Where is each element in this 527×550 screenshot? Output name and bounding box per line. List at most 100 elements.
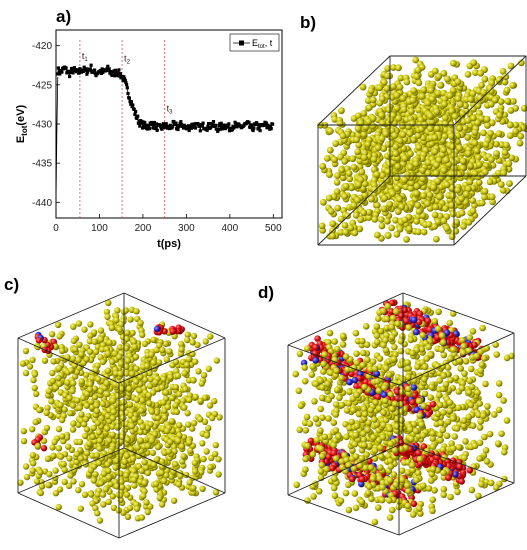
atom xyxy=(365,419,372,427)
data-point xyxy=(139,121,143,125)
atom xyxy=(356,225,364,233)
atom xyxy=(378,180,386,188)
atom xyxy=(97,480,105,487)
atom xyxy=(462,102,469,110)
data-point xyxy=(118,72,122,76)
atom xyxy=(137,428,144,436)
atom xyxy=(476,455,483,462)
atom xyxy=(313,436,321,444)
data-point xyxy=(198,129,202,133)
atom xyxy=(374,231,381,239)
atom xyxy=(30,376,37,384)
atom xyxy=(457,365,465,372)
atom xyxy=(425,221,433,228)
data-point xyxy=(222,123,226,127)
atom xyxy=(414,202,422,209)
atom xyxy=(338,401,346,409)
atom xyxy=(89,433,97,440)
atom xyxy=(450,59,457,67)
atom xyxy=(318,461,326,469)
atom xyxy=(512,121,520,129)
atom xyxy=(378,496,386,504)
atom xyxy=(181,370,188,377)
atom xyxy=(88,398,95,405)
atom xyxy=(351,229,359,237)
atom xyxy=(329,232,336,240)
atom xyxy=(414,66,422,74)
data-point xyxy=(86,70,90,74)
atom xyxy=(392,143,400,151)
atom xyxy=(123,472,130,479)
atom xyxy=(44,455,52,462)
legend: Etot, t xyxy=(229,33,280,52)
data-point xyxy=(125,83,129,87)
atom xyxy=(371,186,379,194)
atom xyxy=(50,358,57,365)
atom xyxy=(311,398,318,405)
atom xyxy=(439,426,447,434)
atom xyxy=(413,189,421,197)
atom xyxy=(105,498,112,505)
atom xyxy=(141,340,149,348)
atom xyxy=(459,349,467,357)
data-point xyxy=(78,67,82,71)
atom xyxy=(403,236,410,243)
atom xyxy=(118,385,125,393)
atom xyxy=(395,115,403,122)
atom xyxy=(353,350,360,358)
atom xyxy=(81,491,89,498)
atom xyxy=(96,445,103,452)
atom xyxy=(367,87,375,95)
atom xyxy=(191,419,198,427)
atom xyxy=(197,397,204,404)
atom xyxy=(445,474,452,482)
x-tick-label: 0 xyxy=(53,223,59,234)
atom xyxy=(320,368,327,375)
atom xyxy=(332,411,340,418)
atom xyxy=(190,332,198,340)
box-edge xyxy=(402,442,515,484)
atom xyxy=(199,485,206,492)
atom xyxy=(36,406,43,414)
y-axis-title-tail: (eV) xyxy=(15,104,27,125)
atom xyxy=(360,349,367,357)
x-tick-label: 500 xyxy=(265,223,282,234)
atom xyxy=(397,445,405,453)
atom xyxy=(503,86,511,94)
atom xyxy=(144,424,151,431)
data-point xyxy=(147,124,151,128)
atom xyxy=(83,371,90,379)
atom xyxy=(69,426,77,433)
atom xyxy=(180,453,187,460)
atom xyxy=(306,420,314,428)
data-point xyxy=(88,68,92,72)
atom xyxy=(61,406,68,413)
data-point xyxy=(201,121,205,125)
atom xyxy=(456,144,463,152)
atom xyxy=(431,67,439,75)
atom xyxy=(364,97,372,104)
atom xyxy=(56,486,64,493)
panel-label-a: a) xyxy=(56,7,71,26)
atom xyxy=(392,216,399,224)
atom xyxy=(360,436,368,444)
atom xyxy=(318,222,326,230)
atom xyxy=(437,436,444,444)
atom xyxy=(498,430,505,438)
atom xyxy=(415,228,422,236)
atom xyxy=(464,117,472,124)
atom xyxy=(123,491,131,498)
atom xyxy=(432,169,440,177)
atom xyxy=(415,449,422,457)
atom xyxy=(373,171,381,178)
atom xyxy=(416,455,424,463)
atom xyxy=(460,223,467,230)
atom xyxy=(497,98,505,105)
atom xyxy=(67,409,74,417)
data-point xyxy=(135,116,139,120)
atom xyxy=(112,464,119,471)
atom xyxy=(361,180,369,188)
atom xyxy=(331,492,339,500)
atom xyxy=(43,409,50,416)
atom xyxy=(431,148,439,156)
